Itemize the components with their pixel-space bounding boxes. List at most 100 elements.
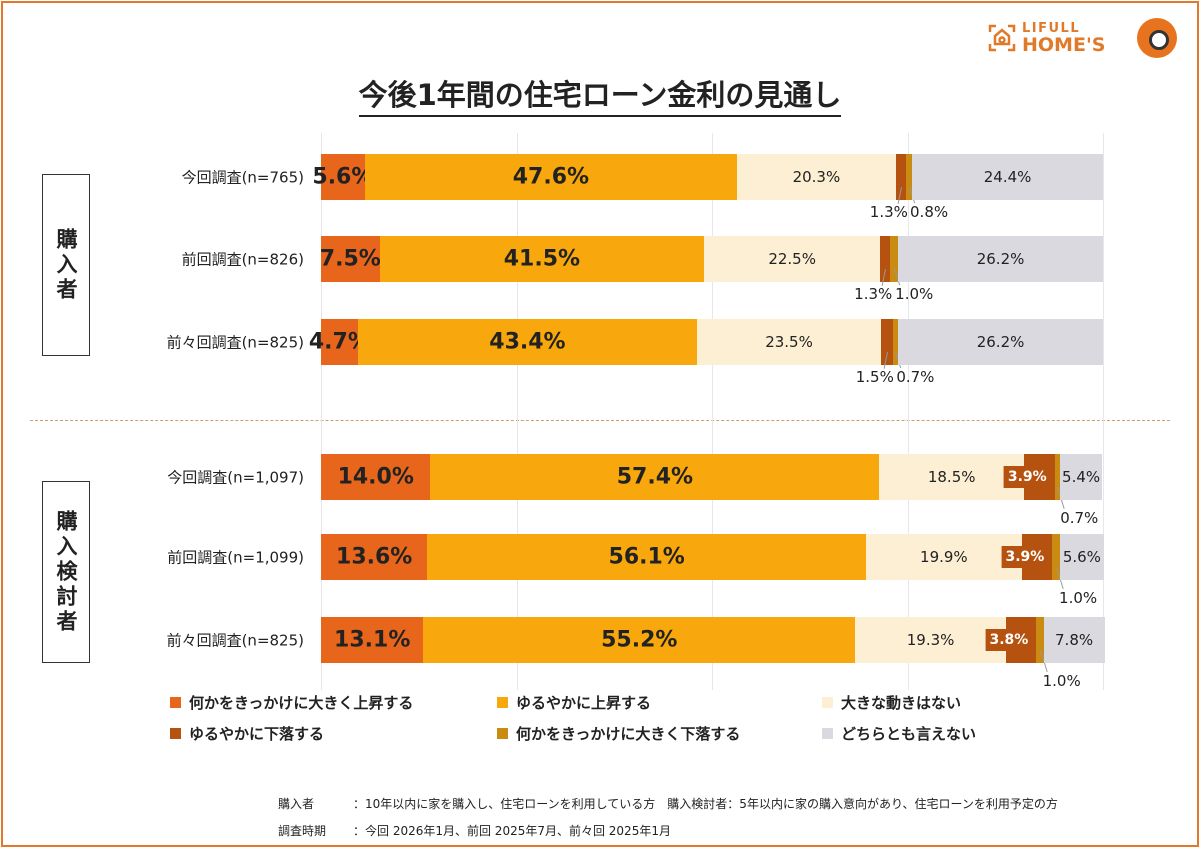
gridline — [516, 133, 518, 690]
gridline — [1103, 133, 1104, 690]
gridline — [321, 133, 322, 690]
bar-segment — [1054, 454, 1060, 500]
bar-segment — [880, 319, 893, 365]
data-label: 3.8% — [985, 629, 1033, 651]
bar-segment — [898, 236, 1103, 282]
legend-swatch — [170, 728, 181, 739]
group-label: 購入検討者 — [42, 481, 90, 663]
legend-label: どちらとも言えない — [841, 725, 977, 743]
data-label: 1.5% — [855, 368, 894, 386]
chart-title: 今後1年間の住宅ローン金利の見通し — [0, 72, 1200, 117]
logo-text-bottom: HOME'S — [1022, 34, 1106, 56]
data-label: 5.6% — [312, 164, 374, 190]
bar-segment — [905, 154, 913, 200]
gridline — [907, 133, 909, 690]
group-label-text: 購入検討者 — [54, 509, 78, 635]
row-label: 前々回調査(n=825) — [166, 333, 304, 352]
bar-segment — [321, 319, 358, 365]
data-label: 3.9% — [1003, 466, 1051, 488]
bar-segment — [321, 154, 365, 200]
legend-label: ゆるやかに上昇する — [516, 694, 652, 712]
legend-swatch — [822, 697, 833, 708]
bar-segment — [379, 236, 705, 282]
bar-segment — [321, 236, 380, 282]
row-label: 前々回調査(n=825) — [166, 631, 304, 650]
legend-label: 何かをきっかけに大きく上昇する — [189, 694, 414, 712]
legend-label: 大きな動きはない — [841, 694, 962, 712]
data-label: 14.0% — [337, 464, 414, 490]
legend-item: 何かをきっかけに大きく下落する — [497, 723, 740, 744]
data-label: 3.9% — [1001, 546, 1049, 568]
bar-segment — [357, 319, 698, 365]
legend-swatch — [822, 728, 833, 739]
data-label: 7.5% — [319, 246, 381, 272]
legend-swatch — [170, 697, 181, 708]
bar-segment — [321, 534, 428, 580]
data-label: 1.0% — [1042, 672, 1081, 690]
legend-item: ゆるやかに下落する — [170, 723, 324, 744]
lifull-homes-logo: LIFULL HOME'S — [985, 18, 1185, 62]
bar-segment — [1059, 454, 1103, 500]
bar-segment — [430, 454, 880, 500]
legend-label: 何かをきっかけに大きく下落する — [516, 725, 741, 743]
data-label: 43.4% — [489, 329, 566, 355]
bar-segment — [704, 236, 881, 282]
data-label: 23.5% — [765, 333, 813, 351]
data-label: 1.0% — [1059, 589, 1098, 607]
data-label: 19.3% — [906, 631, 955, 649]
mascot-icon — [1137, 18, 1177, 58]
bar-segment — [912, 154, 1103, 200]
bar-segment — [855, 617, 1007, 663]
bar-segment — [895, 154, 906, 200]
bar-segment — [423, 617, 856, 663]
bar-segment — [1052, 534, 1060, 580]
bar-segment — [866, 534, 1022, 580]
bar-segment — [697, 319, 881, 365]
note-period: 調査時期 ：今回 2026年1月、前回 2025年7月、前々回 2025年1月 — [278, 824, 671, 838]
bar-segment — [1059, 534, 1104, 580]
data-label: 13.6% — [336, 544, 413, 570]
data-label: 1.0% — [895, 285, 934, 303]
data-label: 0.7% — [896, 368, 935, 386]
bar-segment — [892, 319, 899, 365]
bar-segment — [737, 154, 896, 200]
data-label: 18.5% — [927, 468, 976, 486]
legend-item: 何かをきっかけに大きく上昇する — [170, 692, 413, 713]
data-label: 5.6% — [1062, 548, 1101, 566]
data-label: 47.6% — [512, 164, 590, 190]
data-label: 26.2% — [976, 250, 1025, 268]
data-label: 57.4% — [616, 464, 694, 490]
legend-item: ゆるやかに上昇する — [497, 692, 651, 713]
group-divider — [30, 420, 1170, 421]
legend-swatch — [497, 697, 508, 708]
data-label: 22.5% — [768, 250, 816, 268]
data-label: 1.3% — [854, 285, 893, 303]
data-label: 13.1% — [334, 627, 411, 653]
row-label: 前回調査(n=1,099) — [167, 548, 304, 567]
data-label: 24.4% — [983, 168, 1032, 186]
gridline — [712, 133, 713, 690]
data-label: 1.3% — [869, 203, 908, 221]
bar-segment — [321, 454, 431, 500]
row-label: 今回調査(n=765) — [181, 168, 304, 187]
bar-segment — [364, 154, 737, 200]
bar-segment — [879, 454, 1024, 500]
legend-label: ゆるやかに下落する — [189, 725, 325, 743]
legend-item: どちらとも言えない — [822, 723, 976, 744]
note-buyer: 購入者 ：10年以内に家を購入し、住宅ローンを利用している方 購入検討者：5年以内… — [278, 797, 1058, 811]
bar-segment — [890, 236, 899, 282]
data-label: 56.1% — [608, 544, 685, 570]
house-icon — [988, 24, 1016, 52]
data-label: 26.2% — [976, 333, 1025, 351]
data-label: 0.8% — [910, 203, 949, 221]
legend-swatch — [497, 728, 508, 739]
bar-segment — [898, 319, 1103, 365]
group-label-text: 購入者 — [54, 227, 78, 303]
data-label: 19.9% — [920, 548, 968, 566]
data-label: 55.2% — [601, 627, 678, 653]
data-label: 41.5% — [503, 246, 581, 272]
row-label: 前回調査(n=826) — [181, 250, 304, 269]
data-label: 20.3% — [792, 168, 841, 186]
data-label: 7.8% — [1055, 631, 1094, 649]
